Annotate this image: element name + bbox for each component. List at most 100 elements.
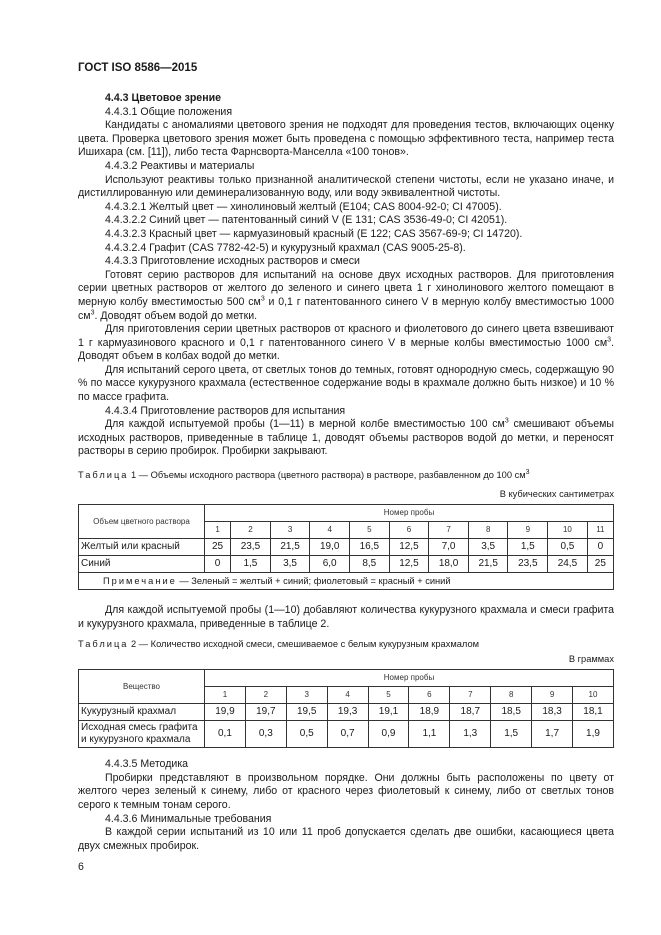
table-cell: 19,5 <box>285 703 328 722</box>
table-cell: 0,5 <box>285 720 328 749</box>
table-cell: 7,0 <box>428 538 469 557</box>
table-row: Синий 0 1,5 3,5 6,0 8,5 12,5 18,0 21,5 23,5 24,5 25 <box>78 555 615 574</box>
table-cell: 1,9 <box>572 720 614 749</box>
table-cell: 3,5 <box>467 538 509 557</box>
row-header: Объем цветного раствора <box>78 504 205 540</box>
column-header: 2 <box>244 686 287 705</box>
column-header: 8 <box>490 686 533 705</box>
column-header: 2 <box>230 521 271 540</box>
caption-text: 2 — Количество исходной смеси, смешиваем… <box>128 639 480 650</box>
table-cell: 21,5 <box>269 538 311 557</box>
paragraph: Для каждой испытуемой пробы (1—10) добав… <box>78 604 614 630</box>
table-cell: 23,5 <box>507 555 549 574</box>
document-body: 4.4.3 Цветовое зрение 4.4.3.1 Общие поло… <box>78 92 614 853</box>
superscript: 3 <box>260 295 265 303</box>
paragraph: Используют реактивы только признанной ан… <box>78 173 614 200</box>
table-cell: 19,7 <box>244 703 287 722</box>
column-header: 6 <box>388 521 430 540</box>
paragraph: Для приготовления серии цветных растворо… <box>78 323 614 364</box>
column-header: 5 <box>348 521 390 540</box>
table-label: Таблица <box>78 639 129 650</box>
table-row: Исходная смесь графита и кукурузного кра… <box>78 720 614 749</box>
subsection-title: 4.4.3.1 Общие положения <box>105 105 233 118</box>
row-label: Желтый или красный <box>78 538 205 557</box>
table-cell: 1,1 <box>408 720 451 749</box>
subsection-title: 4.4.3.4 Приготовление растворов для испы… <box>105 404 346 417</box>
table-cell: 1,5 <box>507 538 549 557</box>
text: . Доводят объем водой до метки. <box>94 309 258 322</box>
text: Для каждой испытуемой пробы (1—11) в мер… <box>105 418 505 431</box>
subsection-title: 4.4.3.2 Реактивы и материалы <box>105 159 255 172</box>
table1-unit: В кубических сантиметрах <box>499 489 614 500</box>
text: Для приготовления серии цветных растворо… <box>78 323 614 349</box>
table-cell: 18,7 <box>449 703 492 722</box>
table-cell: 0,3 <box>244 720 287 749</box>
table-cell: 0,5 <box>547 538 588 557</box>
column-header: 7 <box>449 686 492 705</box>
column-header: 6 <box>408 686 451 705</box>
column-header: 9 <box>531 686 574 705</box>
text: смешивают объемы исходных растворов, при… <box>78 418 614 458</box>
text: и 0,1 г патентованного синего V в мерную… <box>78 295 615 322</box>
row-label: Синий <box>78 555 205 574</box>
paragraph: Готовят серию растворов для испытаний на… <box>78 269 614 323</box>
column-header: 11 <box>586 521 615 540</box>
table-cell: 0 <box>203 555 232 574</box>
table-cell: 19,3 <box>326 703 369 722</box>
table-cell: 18,9 <box>408 703 451 722</box>
paragraph: Кандидаты с аномалиями цветового зрения … <box>78 119 614 159</box>
table-cell: 18,3 <box>531 703 574 722</box>
table-cell: 0,1 <box>204 720 246 749</box>
table-cell: 1,3 <box>449 720 492 749</box>
table-cell: 25 <box>586 555 615 574</box>
table-cell: 0,7 <box>326 720 369 749</box>
table-cell: 16,5 <box>348 538 390 557</box>
document-header: ГОСТ ISO 8586—2015 <box>78 62 198 74</box>
column-header: 8 <box>467 521 509 540</box>
table-note: Примечание — Зеленый = желтый + синий; ф… <box>78 572 614 591</box>
group-header: Номер пробы <box>204 669 614 688</box>
column-header: 4 <box>326 686 369 705</box>
table-cell: 19,9 <box>204 703 246 722</box>
table-cell: 0,9 <box>367 720 410 749</box>
paragraph: Для каждой испытуемой пробы (1—11) в мер… <box>78 418 614 459</box>
paragraph: 4.4.3.2.3 Красный цвет — кармуазиновый к… <box>105 227 523 240</box>
row-label: Исходная смесь графита и кукурузного кра… <box>78 720 205 749</box>
table-cell: 1,5 <box>230 555 271 574</box>
table-cell: 1,5 <box>490 720 533 749</box>
subsection-title: 4.4.3.6 Минимальные требования <box>105 812 272 825</box>
table-cell: 6,0 <box>309 555 350 574</box>
column-header: 10 <box>572 686 614 705</box>
column-header: 1 <box>203 521 232 540</box>
row-label: Кукурузный крахмал <box>78 703 205 722</box>
table-cell: 24,5 <box>547 555 588 574</box>
table-cell: 21,5 <box>467 555 509 574</box>
table-cell: 19,0 <box>309 538 350 557</box>
paragraph: 4.4.3.2.2 Синий цвет — патентованный син… <box>105 214 508 227</box>
paragraph: Пробирки представляют в произвольном пор… <box>78 771 614 811</box>
table-cell: 23,5 <box>230 538 271 557</box>
column-header: 3 <box>285 686 328 705</box>
table-row: Кукурузный крахмал 19,9 19,7 19,5 19,3 19,1 18… <box>78 703 614 722</box>
table-2: Вещество Номер пробы 1 2 3 4 5 6 7 8 9 10 Кукуруз… <box>78 669 614 749</box>
subsection-title: 4.4.3.3 Приготовление исходных растворов… <box>105 255 360 268</box>
table-cell: 18,0 <box>428 555 469 574</box>
paragraph: Для испытаний серого цвета, от светлых т… <box>78 363 614 404</box>
table-cell: 12,5 <box>388 538 430 557</box>
text: . Доводят объем в колбах водой до метки. <box>78 336 614 363</box>
column-header: 7 <box>428 521 469 540</box>
superscript: 3 <box>607 336 612 344</box>
table-cell: 12,5 <box>388 555 430 574</box>
table-cell: 8,5 <box>348 555 390 574</box>
column-header: 4 <box>309 521 350 540</box>
table-cell: 19,1 <box>367 703 410 722</box>
superscript: 3 <box>504 417 509 425</box>
table-row: Желтый или красный 25 23,5 21,5 19,0 16,5 12,5… <box>78 538 615 557</box>
superscript: 3 <box>525 468 530 476</box>
column-header: 10 <box>547 521 588 540</box>
table-cell: 0 <box>586 538 615 557</box>
group-header: Номер пробы <box>204 504 614 523</box>
column-header: 5 <box>367 686 410 705</box>
table1-caption: Таблица 1 — Объемы исходного раствора (ц… <box>78 469 614 481</box>
